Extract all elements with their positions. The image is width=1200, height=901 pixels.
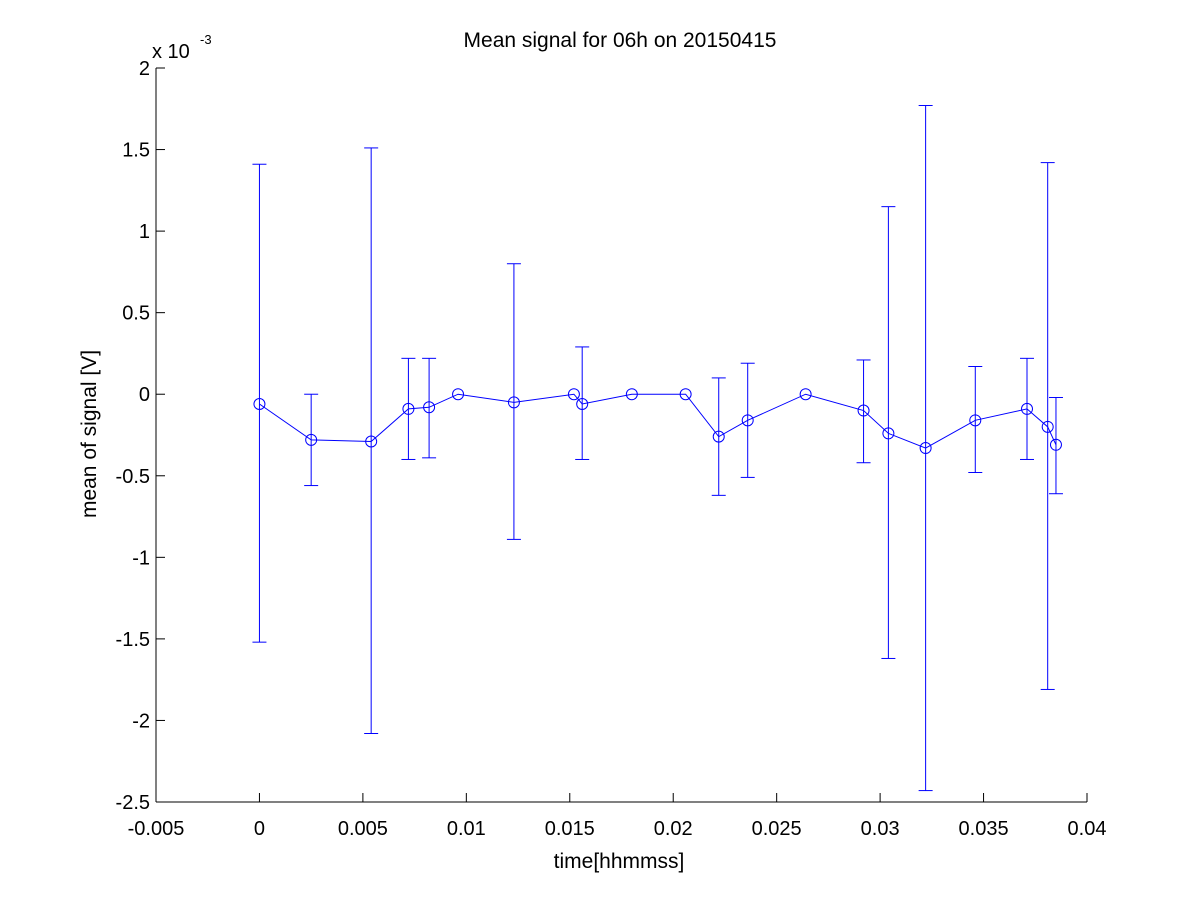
x-tick-label: 0.005 [338,818,388,840]
y-tick-label: -2 [132,710,150,732]
x-tick-label: -0.005 [128,818,185,840]
data-point [799,388,812,401]
data-point [576,398,589,411]
y-tick-label: -1.5 [116,629,150,651]
y-exponent: x 10 -3 [152,32,212,63]
y-tick-label: 1 [139,221,150,243]
plot-area: -0.005 0 0.005 0.01 0.015 0.02 0.025 0.03 0.035 0… [116,58,1107,840]
x-tick-label: 0.025 [752,818,802,840]
series-line [259,393,1057,449]
y-tick-label: 2 [139,58,150,80]
data-point [712,430,725,443]
y-tick-label: 0 [139,384,150,406]
x-tick-label: 0.01 [447,818,486,840]
y-axis-label: mean of signal [V] [78,350,101,518]
y-tick-label: -0.5 [116,466,150,488]
x-tick-label: 0.035 [959,818,1009,840]
chart-title: Mean signal for 06h on 20150415 [464,29,777,52]
data-point [1041,420,1054,433]
data-point [679,388,692,401]
x-tick-label: 0.015 [545,818,595,840]
x-tick-label: 0.03 [861,818,900,840]
data-point [625,388,638,401]
y-exponent-power: -3 [200,32,212,47]
x-tick-label: 0.02 [654,818,693,840]
data-point [423,401,436,414]
data-point [253,398,266,411]
x-axis-label: time[hhmmss] [554,850,685,873]
y-tick-label: 0.5 [122,303,150,325]
data-point [402,402,415,415]
y-tick-label: -1 [132,547,150,569]
data-point [507,396,520,409]
data-point [1049,438,1062,451]
data-point [567,388,580,401]
data-point [305,433,318,446]
data-point [857,404,870,417]
y-tick-label: -2.5 [116,792,150,814]
data-point [741,414,754,427]
data-point [452,388,465,401]
data-point [919,442,932,455]
data-point [969,414,982,427]
y-exponent-base: x 10 [152,41,190,63]
y-tick-label: 1.5 [122,140,150,162]
x-tick-label: 0.04 [1068,818,1107,840]
x-tick-label: 0 [254,818,265,840]
data-point [1021,402,1034,415]
data-point [882,427,895,440]
data-point [365,435,378,448]
